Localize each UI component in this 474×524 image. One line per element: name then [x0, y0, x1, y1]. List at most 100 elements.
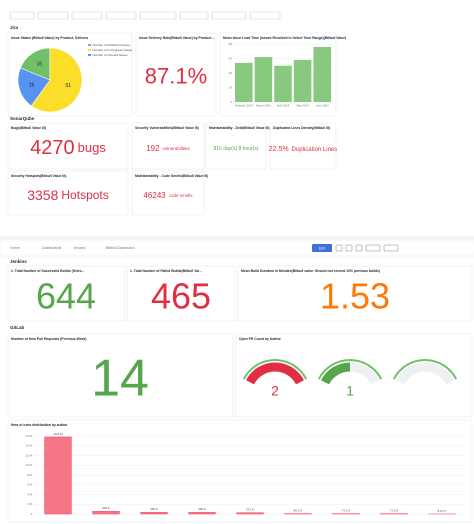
stat: 46243 code smells [143, 191, 193, 200]
breadcrumb: tenant1 [74, 246, 86, 250]
value-label: 549 K [102, 506, 110, 510]
filter[interactable] [71, 11, 103, 20]
section-title: Jenkins [10, 259, 27, 264]
y-tick-label: 16 M [25, 434, 32, 438]
pie-label: 51 [66, 83, 72, 89]
stat-value: 3358 [27, 187, 58, 203]
icon[interactable] [335, 244, 343, 252]
filter[interactable] [9, 11, 35, 20]
y-tick-label: 2 M [27, 502, 33, 506]
panel-title: Mean Issue Lead Time (Issues Resolved in… [223, 36, 346, 40]
y-tick-label: 14 M [25, 444, 32, 448]
value-label: 74.2 K [342, 508, 351, 512]
panel [269, 122, 337, 170]
icon[interactable] [355, 244, 363, 252]
x-tick-label: May 2024 [296, 104, 309, 108]
value-label: 86.3 K [294, 508, 303, 512]
panel-title: Maintainability - Debt(Bitbull Value III… [209, 126, 269, 130]
breadcrumb: Dashboards [42, 246, 62, 250]
bar [92, 511, 120, 515]
panel [7, 419, 473, 523]
stat-unit: Hotspots [61, 188, 108, 202]
panel [7, 170, 129, 216]
icon[interactable] [383, 244, 399, 252]
legend-label: Number of Published Issues [93, 43, 131, 47]
panel [235, 333, 473, 418]
panel [205, 122, 267, 170]
pie-label: 16 [36, 61, 42, 67]
gauge-arc [321, 362, 351, 385]
gauge-threshold [392, 359, 458, 380]
value-label: 15.8 M [53, 432, 63, 436]
panel-title: Issue Status (Bitbull Value) by Product,… [11, 36, 88, 40]
stat-unit: bugs [78, 140, 107, 155]
filter[interactable] [179, 11, 209, 20]
stat: 192 vulnerabilities [146, 144, 190, 153]
filter[interactable] [139, 11, 177, 20]
gauge-value: 1 [346, 383, 354, 399]
gauge-track [396, 362, 454, 385]
stat-value: 644 [36, 276, 96, 317]
y-tick-label: 4 M [27, 492, 33, 496]
bar [236, 512, 264, 515]
stat-value: 1.53 [320, 276, 390, 317]
gauge-threshold [242, 359, 308, 380]
value-label: 8.67 K [438, 509, 447, 513]
panel [135, 32, 217, 117]
value-label: 338 K [150, 507, 158, 511]
y-tick-label: 10 [229, 85, 233, 89]
pie-label: 18 [29, 83, 35, 89]
stat-value: 192 [146, 144, 160, 153]
section-title: Jira [10, 25, 19, 30]
x-tick-label: April 2024 [277, 104, 290, 108]
stat-value: 22.5% [269, 146, 289, 153]
x-tick-label: February 2024 [235, 104, 254, 108]
pie-slice [17, 67, 51, 107]
bar [274, 65, 292, 102]
panel-title: Mean Build Duration in Minutes(Bitbull v… [241, 269, 380, 273]
bar [254, 57, 273, 102]
legend-swatch [88, 49, 91, 51]
y-tick-label: 0 [30, 512, 32, 516]
edit-label: Edit [319, 246, 325, 250]
divider [0, 236, 474, 240]
stat-unit: vulnerabilities [163, 146, 191, 151]
x-tick-label: March 2024 [256, 104, 271, 108]
y-tick-label: 0 [230, 100, 232, 104]
stat: 22.5% Duplication Lines [269, 146, 338, 153]
stat: 4270 bugs [30, 137, 106, 159]
panel-title: 1. Total Number of Failed Builds(Bitbull… [130, 269, 202, 273]
stat-value: 465 [151, 276, 211, 317]
value-label: 71.5 K [390, 508, 399, 512]
edit-button[interactable] [312, 244, 332, 252]
legend-label: Number of In Progress Issues [93, 48, 133, 52]
filter[interactable] [37, 11, 69, 20]
x-tick-label: June 2024 [316, 104, 330, 108]
panel-title: Issue Delivery Rate(Bitbull Value) by Pr… [139, 36, 215, 40]
panel [7, 122, 129, 170]
panel [131, 170, 205, 216]
legend-swatch [88, 44, 91, 46]
panel-title: Security Vulnerabilities(Bitbull Value I… [135, 126, 199, 130]
y-tick-label: 40 [229, 42, 233, 46]
y-tick-label: 20 [229, 71, 233, 75]
panel-title: Open PR Count by Author [239, 337, 282, 341]
filter[interactable] [105, 11, 137, 20]
icon[interactable] [345, 244, 353, 252]
icon[interactable] [365, 244, 381, 252]
stat-value: 816 day(s) 8 hour(s) [213, 146, 258, 152]
y-tick-label: 30 [229, 56, 233, 60]
panel [7, 333, 234, 418]
value-label: 328 K [198, 507, 206, 511]
bar [140, 512, 168, 515]
panel [237, 265, 473, 322]
legend-swatch [88, 54, 91, 56]
y-tick-label: 12 M [25, 453, 32, 457]
bar [44, 436, 72, 515]
filter[interactable] [211, 11, 247, 20]
filter[interactable] [249, 11, 281, 20]
pie-slice [30, 47, 83, 113]
stat-unit: code smells [169, 193, 194, 198]
